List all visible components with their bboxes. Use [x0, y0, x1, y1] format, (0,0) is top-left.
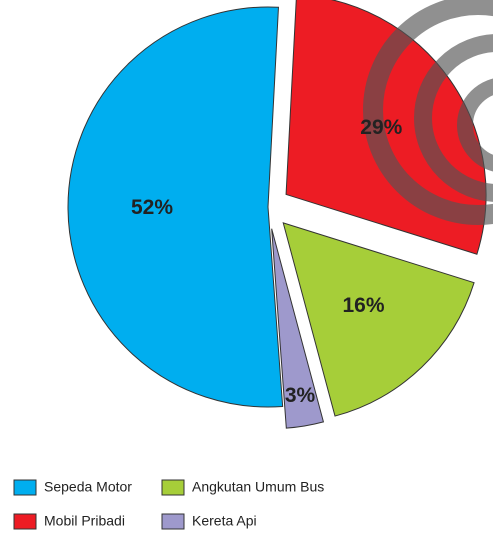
legend-swatch — [161, 513, 185, 530]
legend-label: Mobil Pribadi — [44, 513, 125, 529]
value-label: 3% — [285, 384, 316, 407]
value-label: 29% — [360, 116, 402, 139]
value-label: 52% — [131, 196, 173, 219]
ring — [414, 34, 493, 202]
legend-label: Sepeda Motor — [44, 479, 132, 495]
ring — [457, 78, 493, 172]
slice — [271, 228, 325, 429]
ring — [363, 0, 493, 225]
pie — [67, 0, 487, 429]
decoration-rings — [363, 0, 493, 225]
legend-swatch — [13, 513, 37, 530]
slice — [282, 222, 475, 417]
legend-label: Angkutan Umum Bus — [192, 479, 324, 495]
legend-label: Kereta Api — [192, 513, 257, 529]
value-label: 16% — [343, 294, 385, 317]
legend: Sepeda Motor Mobil Pribadi Angkutan Umum B… — [13, 479, 324, 530]
slice — [67, 6, 284, 408]
labels: 52% 29% 16% 3% — [131, 116, 403, 407]
legend-swatch — [13, 479, 37, 496]
legend-swatch — [161, 479, 185, 496]
